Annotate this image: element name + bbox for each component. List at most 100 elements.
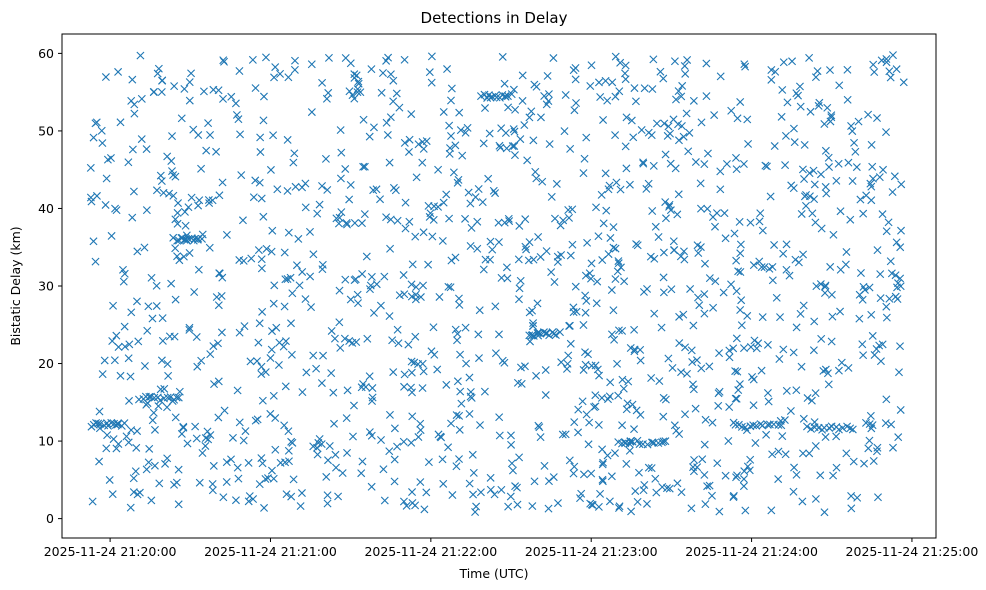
data-point	[869, 457, 878, 466]
data-point	[254, 338, 263, 347]
data-point	[882, 395, 891, 404]
data-point	[673, 210, 682, 219]
data-point	[619, 384, 628, 393]
data-point	[269, 391, 278, 400]
data-point	[234, 115, 243, 124]
data-point	[411, 232, 420, 241]
data-point	[184, 234, 193, 243]
data-point	[503, 92, 512, 101]
data-point	[532, 371, 541, 380]
data-point	[392, 89, 401, 98]
data-point	[345, 87, 354, 96]
data-point	[762, 430, 771, 439]
data-point	[258, 396, 267, 405]
data-point	[217, 328, 226, 337]
data-point	[705, 362, 714, 371]
data-point	[553, 252, 562, 261]
data-point	[656, 67, 665, 76]
data-point	[777, 421, 786, 430]
data-point	[163, 454, 172, 463]
data-point	[885, 67, 894, 76]
data-point	[365, 132, 374, 141]
data-point	[801, 201, 810, 210]
data-point	[565, 213, 574, 222]
data-point	[844, 363, 853, 372]
data-point	[296, 502, 305, 511]
data-point	[752, 421, 761, 430]
data-point	[241, 427, 250, 436]
data-point	[481, 104, 489, 113]
data-point	[795, 82, 804, 91]
data-point	[342, 414, 351, 423]
data-point	[426, 209, 435, 218]
data-point	[94, 419, 103, 428]
data-point	[848, 127, 857, 136]
data-point	[732, 473, 741, 482]
data-point	[635, 440, 644, 449]
data-point	[134, 337, 143, 346]
data-point	[418, 138, 427, 146]
data-point	[599, 458, 608, 467]
data-point	[509, 125, 518, 134]
data-point	[532, 82, 541, 91]
data-point	[199, 87, 208, 96]
data-point	[451, 141, 460, 150]
data-point	[778, 432, 787, 441]
data-point	[665, 200, 674, 209]
data-point	[580, 154, 589, 163]
data-point	[346, 180, 355, 189]
data-point	[782, 240, 791, 249]
data-point	[447, 84, 456, 93]
data-point	[611, 449, 619, 458]
data-point	[337, 208, 346, 217]
data-point	[473, 217, 482, 226]
data-point	[774, 475, 783, 484]
data-point	[807, 396, 816, 405]
data-point	[868, 162, 877, 171]
data-point	[715, 507, 724, 516]
data-point	[322, 94, 331, 103]
data-point	[607, 286, 616, 295]
data-point	[809, 346, 818, 355]
data-point	[652, 119, 661, 128]
data-point	[231, 496, 240, 505]
data-point	[639, 159, 648, 168]
data-point	[767, 506, 776, 515]
data-point	[882, 58, 891, 67]
data-point	[171, 172, 180, 181]
data-point	[842, 449, 851, 458]
data-point	[896, 342, 904, 351]
data-point	[306, 272, 315, 281]
data-point	[708, 418, 717, 427]
data-point	[391, 186, 400, 195]
data-point	[674, 87, 683, 96]
data-point	[873, 493, 882, 502]
data-point	[509, 85, 518, 94]
data-point	[150, 425, 159, 434]
data-point	[827, 113, 836, 122]
data-point	[473, 244, 482, 253]
data-point	[611, 275, 620, 284]
data-point	[679, 247, 688, 256]
data-point	[547, 192, 556, 201]
data-point	[777, 112, 786, 121]
data-point	[114, 440, 123, 449]
data-point	[385, 312, 394, 321]
data-point	[576, 494, 585, 503]
data-point	[452, 462, 461, 471]
data-point	[506, 431, 515, 440]
data-point	[121, 342, 130, 351]
data-point	[350, 276, 359, 285]
data-point	[755, 257, 764, 266]
data-point	[322, 472, 331, 481]
data-point	[372, 280, 381, 289]
data-point	[340, 334, 349, 343]
data-point	[318, 182, 327, 191]
data-point	[418, 158, 427, 167]
data-point	[452, 411, 461, 420]
data-point	[607, 330, 616, 339]
data-point	[144, 302, 153, 311]
data-point	[613, 359, 622, 368]
data-point	[869, 174, 878, 183]
data-point	[222, 477, 231, 486]
